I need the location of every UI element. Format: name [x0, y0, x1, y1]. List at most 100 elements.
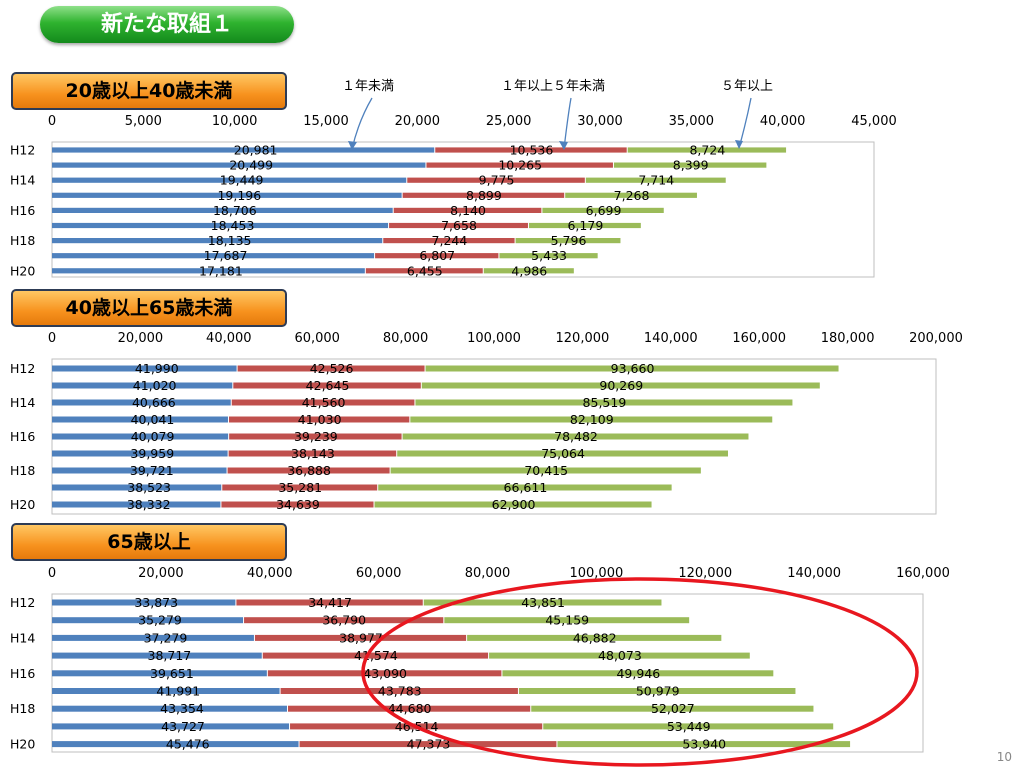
value-label-5yr-plus: 45,159	[545, 613, 589, 628]
bar-1-5yr	[407, 177, 585, 183]
x-tick-label: 200,000	[909, 331, 963, 346]
value-label-1-5yr: 39,239	[294, 429, 338, 444]
bar-5yr-plus	[565, 192, 697, 198]
bar-under-1yr	[52, 253, 375, 259]
bar-under-1yr	[52, 238, 383, 244]
x-tick-label: 35,000	[669, 114, 715, 129]
value-label-5yr-plus: 53,940	[682, 737, 726, 752]
x-tick-label: 0	[48, 114, 56, 129]
value-label-under-1yr: 40,666	[132, 395, 176, 410]
value-label-1-5yr: 43,783	[378, 684, 422, 699]
x-tick-label: 140,000	[644, 331, 698, 346]
value-label-5yr-plus: 62,900	[492, 497, 536, 512]
bar-5yr-plus	[390, 467, 701, 474]
bar-under-1yr	[52, 207, 393, 213]
bar-under-1yr	[52, 177, 407, 183]
value-label-5yr-plus: 85,519	[583, 395, 627, 410]
value-label-5yr-plus: 90,269	[599, 378, 643, 393]
row-label-h18: H18	[10, 463, 35, 478]
bar-1-5yr	[222, 484, 378, 491]
bar-under-1yr	[52, 723, 290, 730]
value-label-1-5yr: 6,807	[419, 248, 455, 263]
value-label-5yr-plus: 7,268	[614, 188, 650, 203]
bar-under-1yr	[52, 192, 402, 198]
bar-1-5yr	[254, 634, 467, 641]
value-label-5yr-plus: 6,699	[586, 203, 622, 218]
x-tick-label: 60,000	[356, 566, 402, 581]
value-label-under-1yr: 39,721	[130, 463, 174, 478]
row-label-h20: H20	[10, 497, 35, 512]
legend-label-under-1yr: １年未満	[342, 79, 394, 94]
value-label-under-1yr: 43,354	[160, 701, 204, 716]
bar-1-5yr	[233, 382, 421, 389]
value-label-5yr-plus: 8,724	[689, 143, 725, 158]
value-label-under-1yr: 18,706	[213, 203, 257, 218]
value-label-under-1yr: 19,449	[220, 173, 264, 188]
value-label-5yr-plus: 75,064	[541, 446, 585, 461]
bar-under-1yr	[52, 705, 288, 712]
bar-5yr-plus	[402, 433, 749, 440]
value-label-1-5yr: 42,645	[306, 378, 350, 393]
x-tick-label: 180,000	[821, 331, 875, 346]
bar-under-1yr	[52, 741, 299, 748]
row-label-h20: H20	[10, 737, 35, 752]
x-tick-label: 80,000	[465, 566, 511, 581]
bar-under-1yr	[52, 416, 228, 423]
row-label-h18: H18	[10, 233, 35, 248]
value-label-5yr-plus: 93,660	[611, 361, 655, 376]
bar-5yr-plus	[421, 382, 820, 389]
section-label-20-40: 20歳以上40歳未満	[11, 72, 287, 110]
x-tick-label: 40,000	[760, 114, 806, 129]
value-label-5yr-plus: 48,073	[598, 648, 642, 663]
row-label-h18: H18	[10, 701, 35, 716]
value-label-under-1yr: 40,041	[131, 412, 175, 427]
value-label-5yr-plus: 50,979	[636, 684, 680, 699]
bar-under-1yr	[52, 433, 229, 440]
bar-under-1yr	[52, 670, 267, 677]
bar-under-1yr	[52, 634, 254, 641]
value-label-under-1yr: 38,332	[127, 497, 171, 512]
x-tick-label: 10,000	[212, 114, 258, 129]
chart-65-plus: 0 20,000 40,000 60,000 80,000 100,000 120,000 1…	[10, 566, 950, 753]
value-label-1-5yr: 36,888	[287, 463, 331, 478]
bar-under-1yr	[52, 652, 262, 659]
bar-under-1yr	[52, 268, 365, 274]
bar-under-1yr	[52, 688, 280, 694]
value-label-under-1yr: 43,727	[161, 719, 205, 734]
value-label-5yr-plus: 43,851	[521, 595, 565, 610]
value-label-5yr-plus: 8,399	[673, 158, 709, 173]
x-tick-label: 160,000	[732, 331, 786, 346]
value-label-1-5yr: 34,639	[276, 497, 320, 512]
bar-1-5yr	[393, 207, 542, 213]
bar-1-5yr	[435, 147, 627, 153]
value-label-1-5yr: 8,899	[466, 188, 502, 203]
row-label-h14: H14	[10, 395, 35, 410]
value-label-1-5yr: 8,140	[450, 203, 486, 218]
legend-label-5yr-plus: ５年以上	[721, 79, 773, 94]
bar-under-1yr	[52, 501, 221, 508]
legend-label-1-5yr: １年以上５年未満	[501, 79, 605, 94]
value-label-under-1yr: 18,135	[208, 233, 252, 248]
bar-under-1yr	[52, 382, 233, 389]
x-tick-label: 15,000	[303, 114, 349, 129]
value-label-under-1yr: 20,499	[229, 158, 273, 173]
bar-1-5yr	[221, 501, 374, 508]
bar-5yr-plus	[374, 501, 652, 508]
value-label-under-1yr: 19,196	[217, 188, 261, 203]
value-label-1-5yr: 46,514	[395, 719, 439, 734]
bar-under-1yr	[52, 467, 227, 474]
bar-5yr-plus	[515, 238, 621, 244]
bar-1-5yr	[389, 222, 528, 229]
value-label-1-5yr: 6,455	[407, 263, 443, 278]
x-tick-label: 100,000	[467, 331, 521, 346]
value-label-1-5yr: 34,417	[308, 595, 352, 610]
value-label-under-1yr: 39,959	[130, 446, 174, 461]
section-label-65-plus: 65歳以上	[11, 523, 287, 561]
value-label-5yr-plus: 53,449	[667, 719, 711, 734]
x-tick-label: 5,000	[125, 114, 162, 129]
bar-under-1yr	[52, 162, 426, 168]
value-label-1-5yr: 35,281	[278, 480, 322, 495]
bar-1-5yr	[402, 192, 565, 198]
value-label-under-1yr: 37,279	[144, 630, 188, 645]
page-number: 10	[996, 750, 1012, 764]
